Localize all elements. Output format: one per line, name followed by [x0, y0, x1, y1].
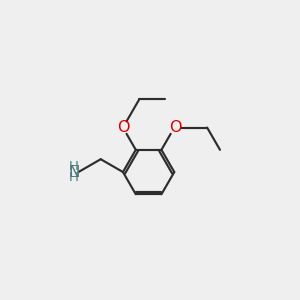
- Text: N: N: [68, 164, 80, 179]
- Text: H: H: [69, 171, 79, 184]
- Text: H: H: [69, 160, 79, 173]
- Text: O: O: [169, 120, 182, 135]
- Text: O: O: [117, 120, 129, 135]
